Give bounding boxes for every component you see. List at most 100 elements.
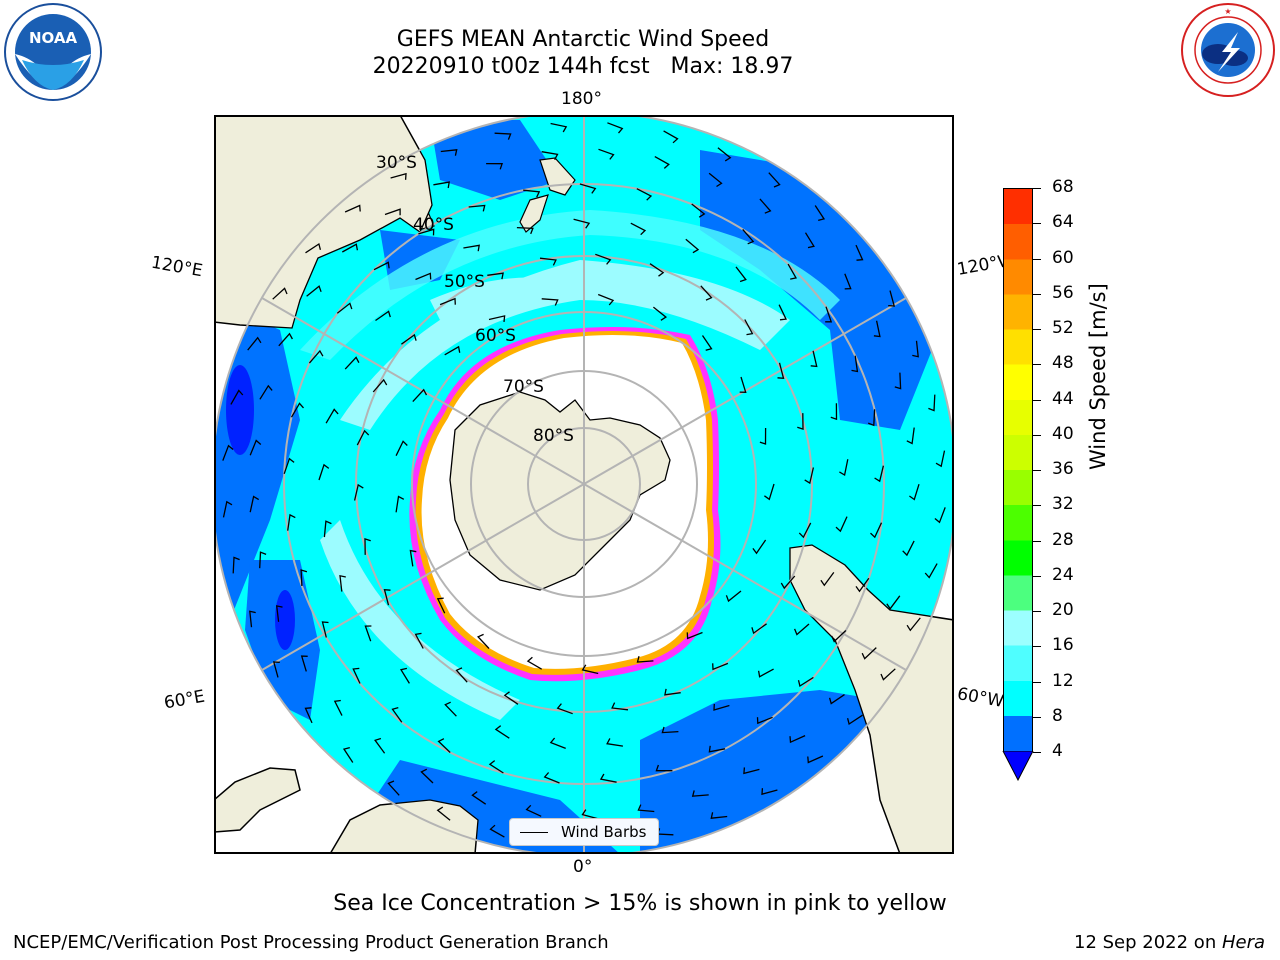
wind-barb [810, 350, 818, 368]
wind-barb [661, 726, 679, 734]
wind-barb [611, 702, 629, 711]
wind-barbs-legend: Wind Barbs [509, 818, 659, 846]
wind-barb [488, 315, 506, 322]
wind-barb [290, 402, 304, 418]
wind-barb [825, 306, 833, 323]
wind-barb [283, 457, 295, 475]
wind-barb [861, 647, 877, 660]
wind-barb [372, 378, 388, 393]
colorbar-extend-triangle [1002, 751, 1034, 781]
lat-label-60: 60°S [475, 326, 516, 346]
wind-barb [272, 661, 280, 678]
wind-barb [412, 388, 428, 403]
wind-barb [778, 304, 787, 321]
wind-barb [886, 595, 901, 610]
wind-barb [855, 244, 864, 261]
wind-barb [305, 242, 322, 254]
wind-barb [230, 389, 244, 405]
wind-barb [409, 549, 417, 567]
wind-barb [751, 623, 767, 635]
colorbar-tick-mark [1033, 188, 1041, 189]
wind-barb [708, 172, 723, 188]
wind-barb [384, 208, 401, 216]
wind-barb [654, 156, 670, 169]
colorbar-tick-mark [1033, 646, 1041, 648]
wind-barb [374, 737, 386, 754]
wind-barb [488, 760, 504, 774]
colorbar-tick-label: 60 [1052, 247, 1074, 268]
wind-barb [549, 737, 566, 750]
colorbar-tick-label: 44 [1052, 388, 1074, 409]
wind-barb [420, 768, 434, 784]
colorbar-tick-label: 64 [1052, 212, 1074, 233]
wind-barb [364, 537, 371, 555]
wind-barb [581, 809, 599, 820]
wind-barb [761, 788, 778, 796]
wind-barb [902, 540, 915, 557]
wind-barb [874, 465, 885, 483]
wind-barb [300, 655, 308, 672]
wind-barb [873, 320, 881, 338]
wind-barb [304, 707, 313, 724]
wind-barb [550, 122, 568, 133]
wind-barb [391, 706, 403, 723]
wind-barb [870, 522, 883, 539]
wind-barb [222, 500, 233, 518]
colorbar-tick-label: 12 [1052, 670, 1074, 691]
wind-barb [636, 188, 653, 201]
wind-barb [516, 226, 534, 235]
wind-barb [789, 735, 806, 744]
noaa-logo: NOAA [4, 3, 102, 101]
wind-barb [597, 293, 615, 306]
noaa-logo-text: NOAA [29, 29, 78, 47]
wind-barb [599, 773, 617, 783]
wind-barb [399, 667, 410, 684]
wind-barb [798, 522, 812, 539]
wind-barb [906, 617, 921, 632]
wind-barb [436, 597, 446, 614]
wind-barb [414, 632, 424, 649]
wind-barbs [222, 122, 946, 846]
wind-barb [839, 459, 849, 477]
wind-barb [323, 520, 332, 538]
wind-barb [793, 623, 810, 636]
colorbar-tick-mark [1033, 505, 1041, 507]
colorbar-tick-label: 16 [1052, 635, 1074, 656]
wind-barb [636, 656, 654, 663]
wind-barb [909, 484, 920, 501]
wind-barb [390, 172, 407, 180]
wind-barb [437, 738, 451, 753]
wind-barb [353, 483, 364, 501]
wind-barb [333, 699, 343, 716]
wind-barb [744, 319, 754, 336]
wind-barb [259, 551, 267, 569]
wind-barb [556, 703, 573, 715]
wind-barb [700, 285, 713, 301]
wind-barb [757, 668, 774, 678]
lon-label-bottom: 0° [573, 857, 593, 877]
wind-barb [828, 694, 845, 705]
wind-barb [756, 716, 773, 725]
colorbar-tick-label: 28 [1052, 529, 1074, 550]
wind-barb [222, 444, 234, 461]
colorbar-tick-mark [1033, 470, 1041, 471]
wind-barb [717, 147, 732, 162]
latitude-labels: 30°S 40°S 50°S 60°S 70°S 80°S [376, 153, 574, 446]
wind-barb [607, 122, 624, 134]
colorbar-tick-label: 4 [1052, 741, 1063, 761]
colorbar-tick-label: 52 [1052, 318, 1074, 338]
wind-barb [935, 450, 946, 468]
wind-barb [321, 621, 329, 638]
wind-barb [373, 261, 390, 271]
wind-barb [912, 340, 919, 358]
wind-barb [637, 804, 655, 813]
wind-barb [364, 625, 372, 642]
colorbar-tick-mark [1033, 611, 1041, 612]
wind-barb [807, 755, 824, 764]
colorbar-tick-mark [1033, 540, 1041, 542]
wind-barb [797, 413, 804, 431]
wind-barb [804, 467, 815, 485]
wind-barb [541, 151, 559, 161]
wind-barb [383, 588, 391, 606]
colorbar-tick-label: 32 [1052, 494, 1074, 515]
